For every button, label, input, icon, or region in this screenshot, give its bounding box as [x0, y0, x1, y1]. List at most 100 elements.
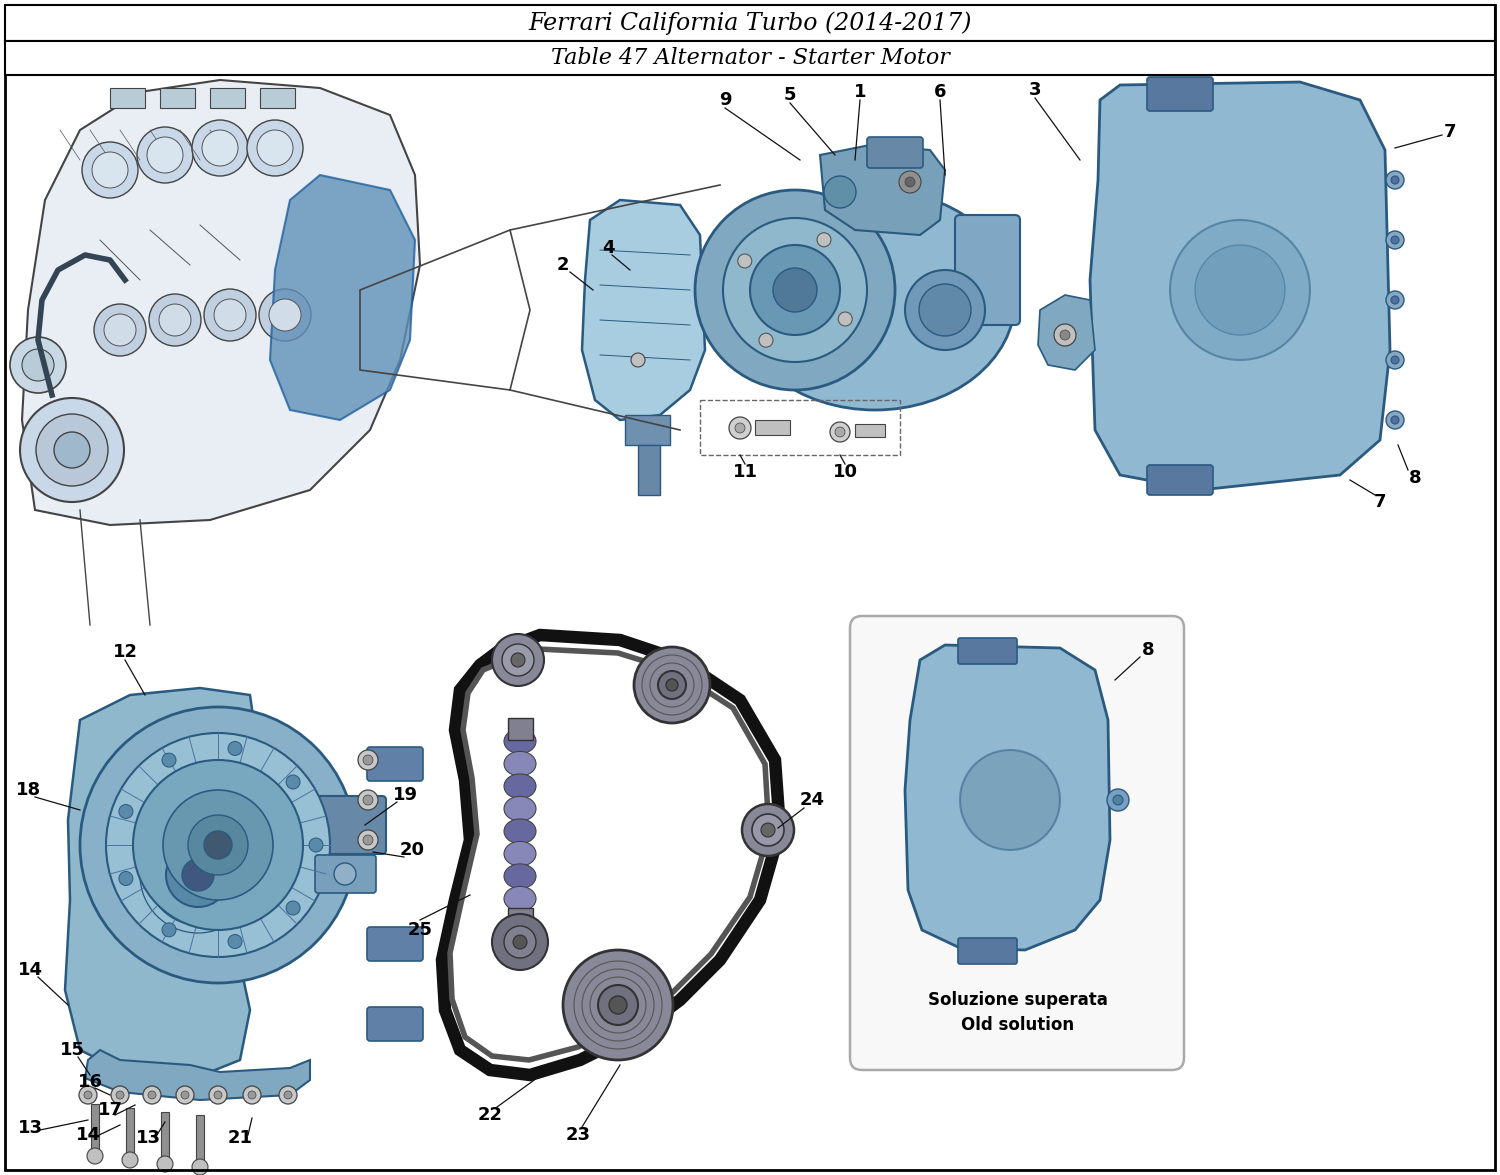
Circle shape — [723, 219, 867, 362]
Circle shape — [192, 1159, 208, 1175]
Text: 2: 2 — [556, 256, 570, 274]
Circle shape — [256, 130, 292, 166]
Circle shape — [248, 1092, 256, 1099]
Ellipse shape — [504, 841, 536, 866]
Circle shape — [20, 398, 125, 502]
Circle shape — [22, 349, 54, 381]
FancyBboxPatch shape — [368, 1007, 423, 1041]
Ellipse shape — [504, 886, 536, 911]
Circle shape — [118, 805, 134, 819]
Circle shape — [309, 838, 322, 852]
Circle shape — [92, 152, 128, 188]
Circle shape — [363, 835, 374, 845]
Text: 12: 12 — [112, 643, 138, 662]
Circle shape — [598, 985, 638, 1025]
Ellipse shape — [504, 819, 536, 844]
Bar — [638, 445, 660, 495]
Bar — [160, 88, 195, 108]
Polygon shape — [821, 145, 945, 235]
Circle shape — [268, 298, 302, 331]
Polygon shape — [904, 645, 1110, 951]
Circle shape — [658, 671, 686, 699]
Circle shape — [84, 1092, 92, 1099]
Circle shape — [1170, 220, 1310, 360]
Polygon shape — [1090, 82, 1390, 490]
Text: 14: 14 — [75, 1126, 100, 1144]
Circle shape — [666, 679, 678, 691]
Ellipse shape — [504, 864, 536, 888]
Circle shape — [694, 190, 895, 390]
Circle shape — [159, 304, 190, 336]
Circle shape — [1386, 291, 1404, 309]
Circle shape — [286, 776, 300, 788]
Bar — [855, 424, 885, 437]
Bar — [210, 88, 244, 108]
Circle shape — [158, 1156, 172, 1171]
Circle shape — [10, 337, 66, 392]
Circle shape — [1107, 788, 1130, 811]
Circle shape — [122, 1152, 138, 1168]
Circle shape — [1386, 411, 1404, 429]
Bar — [754, 419, 790, 435]
Text: 22: 22 — [477, 1106, 502, 1124]
Text: Table 47 Alternator - Starter Motor: Table 47 Alternator - Starter Motor — [550, 47, 950, 69]
Circle shape — [204, 289, 257, 341]
Circle shape — [80, 1086, 98, 1104]
Circle shape — [188, 815, 248, 875]
Circle shape — [260, 289, 310, 341]
Text: 13: 13 — [18, 1119, 42, 1137]
Circle shape — [836, 427, 844, 437]
Text: Ferrari California Turbo (2014-2017): Ferrari California Turbo (2014-2017) — [528, 12, 972, 35]
Circle shape — [334, 862, 356, 885]
Text: Soluzione superata: Soluzione superata — [928, 991, 1108, 1009]
Circle shape — [818, 233, 831, 247]
Text: 14: 14 — [18, 961, 42, 979]
Circle shape — [1390, 296, 1400, 304]
Circle shape — [752, 814, 784, 846]
Circle shape — [1386, 231, 1404, 249]
Polygon shape — [64, 689, 255, 1080]
Text: 3: 3 — [1029, 81, 1041, 99]
FancyBboxPatch shape — [958, 938, 1017, 964]
FancyBboxPatch shape — [1148, 78, 1214, 110]
Circle shape — [562, 951, 674, 1060]
Circle shape — [82, 142, 138, 199]
Text: 7: 7 — [1443, 123, 1456, 141]
Circle shape — [136, 127, 194, 183]
Bar — [92, 1104, 99, 1154]
Circle shape — [904, 177, 915, 187]
Circle shape — [1060, 330, 1070, 340]
Circle shape — [1390, 416, 1400, 424]
Polygon shape — [22, 80, 420, 525]
Circle shape — [284, 1092, 292, 1099]
Text: 1: 1 — [853, 83, 867, 101]
Circle shape — [36, 414, 108, 486]
Circle shape — [742, 804, 794, 857]
Circle shape — [358, 790, 378, 810]
Text: 11: 11 — [732, 463, 758, 481]
Circle shape — [1390, 356, 1400, 364]
Circle shape — [492, 634, 544, 686]
Circle shape — [104, 314, 136, 345]
Text: 23: 23 — [566, 1126, 591, 1144]
Circle shape — [192, 120, 248, 176]
Circle shape — [148, 1092, 156, 1099]
Circle shape — [134, 760, 303, 929]
Text: 13: 13 — [135, 1129, 160, 1147]
FancyBboxPatch shape — [958, 638, 1017, 664]
Bar — [626, 415, 670, 445]
Circle shape — [87, 1148, 104, 1164]
Circle shape — [214, 1092, 222, 1099]
Text: 4: 4 — [602, 239, 615, 257]
Circle shape — [166, 842, 230, 907]
Circle shape — [214, 298, 246, 331]
Circle shape — [904, 270, 986, 350]
Ellipse shape — [504, 751, 536, 777]
Circle shape — [363, 795, 374, 805]
Ellipse shape — [735, 190, 1016, 410]
Circle shape — [358, 750, 378, 770]
Text: 9: 9 — [718, 90, 732, 109]
Circle shape — [609, 996, 627, 1014]
Circle shape — [279, 1086, 297, 1104]
Text: 20: 20 — [399, 841, 424, 859]
